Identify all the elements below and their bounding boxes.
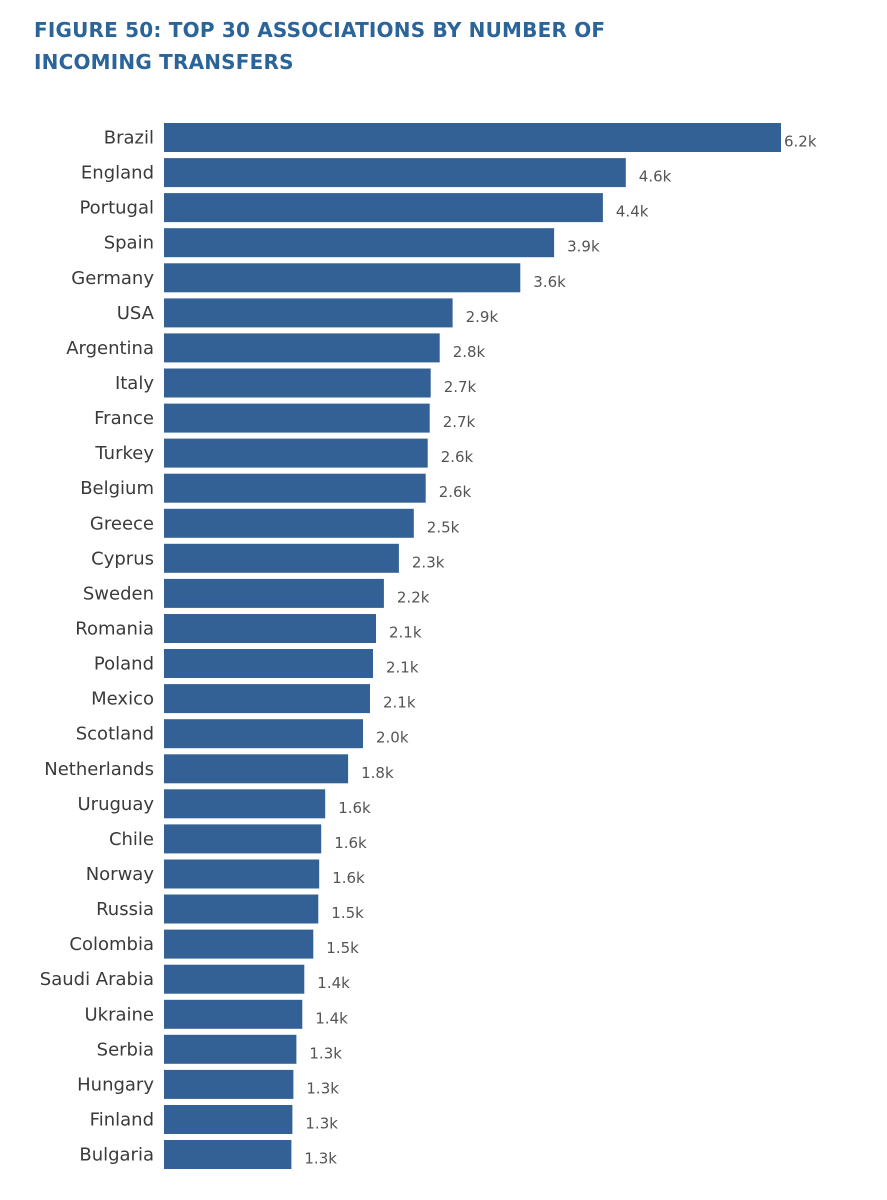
bar-cyprus bbox=[164, 543, 399, 573]
bar-finland bbox=[164, 1105, 293, 1134]
category-label: Norway bbox=[86, 864, 155, 885]
category-label: Netherlands bbox=[44, 759, 154, 780]
category-label: Portugal bbox=[79, 198, 154, 219]
category-label: Brazil bbox=[104, 128, 154, 149]
figure-title: FIGURE 50: TOP 30 ASSOCIATIONS BY NUMBER… bbox=[34, 14, 854, 78]
value-label: 2.7k bbox=[444, 378, 477, 396]
value-label: 1.4k bbox=[317, 974, 350, 992]
bar-uruguay bbox=[164, 789, 326, 819]
category-label: Ukraine bbox=[84, 1004, 154, 1025]
bar-england bbox=[164, 158, 626, 188]
category-label: Italy bbox=[115, 373, 154, 394]
value-label: 1.3k bbox=[304, 1150, 337, 1168]
value-label: 3.6k bbox=[533, 273, 566, 291]
category-label: Colombia bbox=[69, 934, 154, 955]
bar-serbia bbox=[164, 1034, 297, 1064]
category-label: Uruguay bbox=[78, 794, 155, 815]
category-label: Finland bbox=[90, 1110, 154, 1131]
value-label: 1.3k bbox=[305, 1115, 338, 1133]
category-label: Germany bbox=[71, 268, 154, 289]
bar-sweden bbox=[164, 578, 384, 608]
category-label: Turkey bbox=[94, 443, 154, 464]
category-label: Argentina bbox=[66, 338, 154, 359]
bar-portugal bbox=[164, 193, 603, 223]
value-label: 2.0k bbox=[376, 729, 409, 747]
value-label: 1.6k bbox=[332, 869, 365, 887]
category-label: Greece bbox=[90, 513, 154, 534]
bar-chile bbox=[164, 824, 322, 854]
bar-ukraine bbox=[164, 999, 303, 1029]
category-label: Saudi Arabia bbox=[40, 969, 154, 990]
bar-belgium bbox=[164, 473, 426, 503]
category-label: Belgium bbox=[80, 478, 154, 499]
bar-mexico bbox=[164, 684, 370, 714]
category-label: Bulgaria bbox=[79, 1145, 154, 1166]
bar-turkey bbox=[164, 438, 428, 468]
value-label: 1.4k bbox=[315, 1009, 348, 1027]
bar-colombia bbox=[164, 929, 314, 959]
figure-title-line-2: INCOMING TRANSFERS bbox=[34, 50, 294, 74]
category-label: France bbox=[94, 408, 154, 429]
value-label: 2.5k bbox=[427, 518, 460, 536]
bar-germany bbox=[164, 263, 521, 293]
value-label: 2.6k bbox=[441, 448, 474, 466]
value-label: 3.9k bbox=[567, 238, 600, 256]
category-label: Hungary bbox=[77, 1074, 154, 1095]
category-label: Cyprus bbox=[91, 548, 154, 569]
value-label: 2.6k bbox=[439, 483, 472, 501]
category-label: Serbia bbox=[97, 1039, 154, 1060]
bar-saudi-arabia bbox=[164, 964, 305, 994]
value-label: 1.6k bbox=[334, 834, 367, 852]
bar-romania bbox=[164, 614, 376, 643]
value-label: 2.2k bbox=[397, 588, 430, 606]
bar-france bbox=[164, 403, 430, 433]
bar-norway bbox=[164, 859, 320, 889]
value-label: 1.8k bbox=[361, 764, 394, 782]
value-label: 1.6k bbox=[338, 799, 371, 817]
value-label: 4.4k bbox=[616, 203, 649, 221]
bar-russia bbox=[164, 894, 319, 924]
bar-italy bbox=[164, 368, 431, 398]
bar-scotland bbox=[164, 719, 363, 749]
category-label: Scotland bbox=[76, 724, 154, 745]
bar-netherlands bbox=[164, 754, 349, 784]
value-label: 1.5k bbox=[331, 904, 364, 922]
value-label: 2.1k bbox=[383, 694, 416, 712]
value-label: 4.6k bbox=[639, 168, 672, 186]
category-label: Poland bbox=[94, 654, 154, 675]
category-label: Romania bbox=[75, 619, 154, 640]
category-label: England bbox=[81, 163, 154, 184]
bar-spain bbox=[164, 228, 555, 258]
value-label: 2.8k bbox=[453, 343, 486, 361]
bar-brazil bbox=[164, 123, 781, 152]
bar-poland bbox=[164, 649, 373, 678]
value-label: 2.7k bbox=[443, 413, 476, 431]
value-label: 1.5k bbox=[326, 939, 359, 957]
bar-usa bbox=[164, 298, 453, 328]
value-label: 1.3k bbox=[306, 1079, 339, 1097]
category-label: Spain bbox=[104, 233, 154, 254]
category-label: Sweden bbox=[83, 583, 154, 604]
value-label: 2.3k bbox=[412, 553, 445, 571]
category-label: USA bbox=[117, 303, 155, 324]
category-label: Mexico bbox=[91, 689, 154, 710]
bar-argentina bbox=[164, 333, 440, 363]
category-label: Chile bbox=[109, 829, 154, 850]
value-label: 2.9k bbox=[466, 308, 499, 326]
figure-title-line-1: FIGURE 50: TOP 30 ASSOCIATIONS BY NUMBER… bbox=[34, 18, 606, 42]
bar-hungary bbox=[164, 1069, 294, 1099]
category-label: Russia bbox=[96, 899, 154, 920]
value-label: 1.3k bbox=[309, 1044, 342, 1062]
bar-bulgaria bbox=[164, 1140, 292, 1169]
bar-greece bbox=[164, 508, 414, 538]
value-label: 2.1k bbox=[389, 624, 422, 642]
value-label: 2.1k bbox=[386, 659, 419, 677]
value-label: 6.2k bbox=[784, 133, 817, 151]
